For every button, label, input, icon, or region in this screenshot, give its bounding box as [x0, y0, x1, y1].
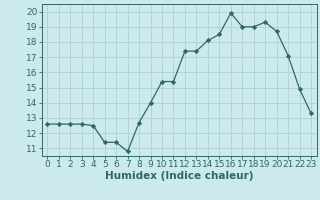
X-axis label: Humidex (Indice chaleur): Humidex (Indice chaleur): [105, 171, 253, 181]
